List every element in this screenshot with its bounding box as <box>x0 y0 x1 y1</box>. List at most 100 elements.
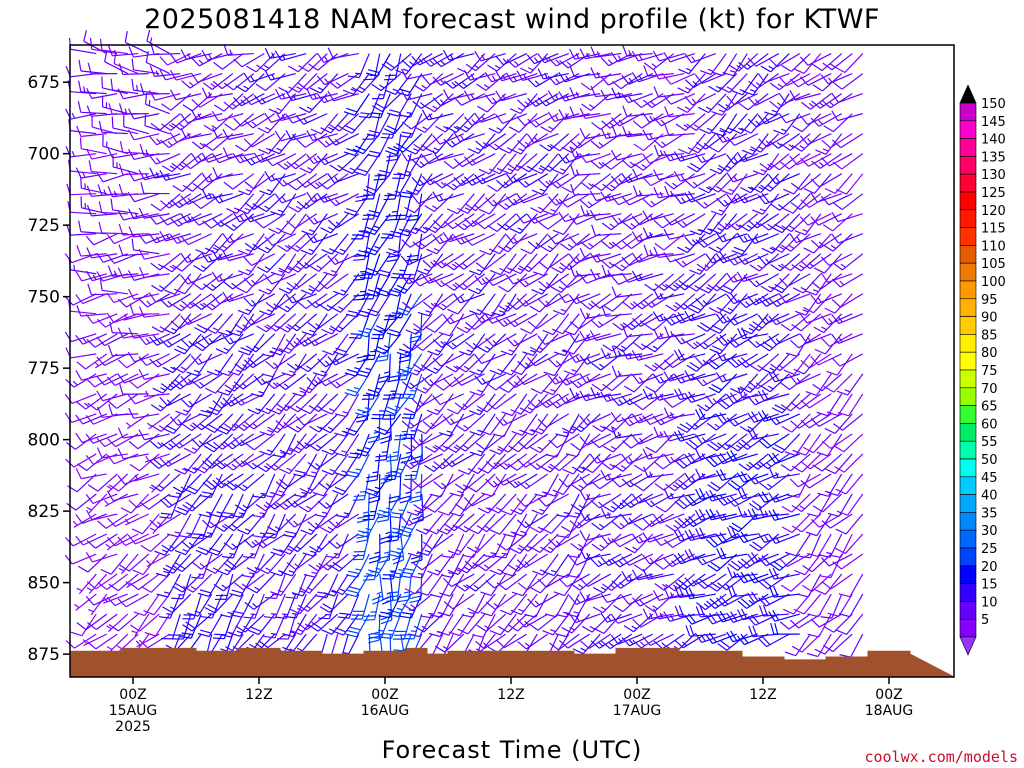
wind-barb <box>192 173 223 191</box>
wind-barb <box>507 293 538 310</box>
wind-barb <box>653 86 685 98</box>
wind-barbs <box>64 29 864 666</box>
wind-barb <box>150 113 181 131</box>
colorbar-label: 25 <box>981 542 998 557</box>
wind-barb <box>411 473 444 489</box>
wind-barb <box>371 73 402 92</box>
wind-barb <box>467 593 496 614</box>
wind-barb <box>190 152 223 164</box>
wind-barb <box>770 353 801 372</box>
wind-barb <box>406 353 433 376</box>
wind-barb <box>232 433 265 447</box>
wind-barb <box>206 353 234 376</box>
wind-barb <box>421 153 454 165</box>
wind-barb <box>68 258 97 275</box>
wind-barb <box>590 633 622 649</box>
wind-barb <box>319 593 349 613</box>
wind-barb <box>286 153 318 170</box>
wind-barb <box>106 533 139 547</box>
wind-barb <box>545 433 570 458</box>
wind-barb <box>695 527 727 540</box>
wind-barb <box>489 513 517 535</box>
wind-barb <box>412 233 444 250</box>
wind-barb <box>557 513 580 539</box>
wind-barb <box>118 223 149 236</box>
wind-barb <box>264 573 286 600</box>
wind-barb <box>127 533 160 545</box>
wind-barb <box>131 238 160 255</box>
wind-barb <box>468 393 496 416</box>
wind-barb <box>770 193 801 211</box>
wind-barb <box>128 327 160 339</box>
wind-barb <box>758 433 790 449</box>
wind-barb <box>274 193 307 204</box>
wind-barb <box>288 433 318 454</box>
wind-barb <box>447 293 475 315</box>
wind-barb <box>414 213 444 234</box>
wind-barb <box>363 213 391 236</box>
wind-barb <box>417 533 444 557</box>
wind-barb <box>365 373 391 397</box>
wind-barb <box>824 413 853 434</box>
wind-barb <box>183 453 213 474</box>
wind-barb <box>380 213 402 239</box>
wind-barb <box>128 373 160 389</box>
wind-barb <box>124 513 150 526</box>
wind-barb <box>529 533 559 553</box>
wind-barb <box>526 353 559 367</box>
wind-barb <box>548 173 580 189</box>
wind-barb <box>343 193 370 216</box>
wind-barb <box>653 328 685 340</box>
wind-barb <box>454 253 486 270</box>
wind-barb <box>530 573 559 594</box>
wind-barb <box>413 333 444 351</box>
wind-barb <box>117 448 149 460</box>
wind-barb <box>86 373 118 388</box>
wind-barb <box>64 393 97 404</box>
wind-barb <box>497 293 528 312</box>
wind-barb <box>234 473 265 492</box>
wind-barb <box>109 321 139 335</box>
colorbar-label: 85 <box>981 328 998 343</box>
wind-barb <box>469 253 496 276</box>
wind-barb <box>235 133 265 152</box>
wind-barb <box>362 493 381 521</box>
wind-barb <box>276 373 307 391</box>
wind-barb <box>768 467 800 479</box>
wind-barb <box>148 333 181 346</box>
wind-barb <box>296 333 328 347</box>
wind-barb <box>497 273 528 293</box>
wind-barb <box>279 533 307 555</box>
wind-barb <box>166 513 192 538</box>
wind-barb <box>102 134 128 155</box>
wind-barb <box>171 293 202 312</box>
wind-barb <box>454 213 486 231</box>
wind-barb <box>374 413 402 436</box>
wind-barb <box>654 353 685 371</box>
wind-barb <box>159 493 181 519</box>
wind-barb <box>86 573 108 594</box>
wind-barb <box>143 593 171 616</box>
wind-barb <box>281 553 307 577</box>
wind-barb <box>212 453 244 470</box>
wind-barb <box>308 433 339 452</box>
wind-barb <box>740 313 769 335</box>
wind-barb <box>579 308 611 320</box>
wind-barb <box>592 593 622 614</box>
wind-barb <box>549 633 580 651</box>
wind-barb <box>87 473 118 492</box>
wind-barb <box>547 111 580 123</box>
wind-barb <box>263 593 286 619</box>
wind-barb <box>221 533 244 559</box>
colorbar-label: 140 <box>981 133 1006 148</box>
wind-barb <box>393 133 423 153</box>
wind-barb <box>506 473 538 489</box>
wind-barb <box>192 293 223 311</box>
wind-barb <box>526 133 559 144</box>
wind-barb <box>180 193 212 205</box>
wind-barb <box>555 593 580 618</box>
wind-barb <box>527 93 559 107</box>
wind-barb <box>233 113 265 127</box>
wind-barb <box>387 533 412 558</box>
wind-barb <box>195 233 223 255</box>
